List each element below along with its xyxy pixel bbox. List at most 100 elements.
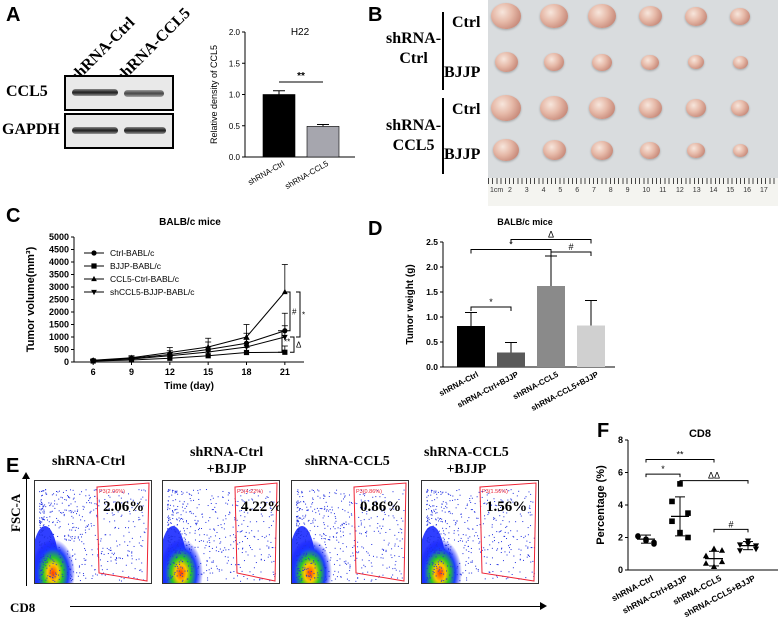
event-dot [132,499,134,501]
sig-annotation: Δ [296,341,302,350]
event-dot [435,575,437,577]
event-dot [138,542,140,544]
event-dot [174,552,176,554]
event-dot [386,567,388,569]
event-dot [297,555,299,557]
event-dot [107,560,109,562]
event-dot [436,512,438,514]
event-dot [177,545,179,547]
event-dot [452,566,454,568]
event-dot [349,533,351,535]
event-dot [427,550,429,552]
event-dot [427,490,429,492]
event-dot [467,520,469,522]
gate [96,482,150,582]
event-dot [465,560,467,562]
event-dot [56,503,58,505]
event-dot [140,545,142,547]
flow-label-ctrl-bjjp: shRNA-Ctrl +BJJP [190,444,263,478]
series-line [93,330,285,361]
event-dot [529,505,531,507]
event-dot [39,522,41,524]
event-dot [136,502,138,504]
event-dot [49,528,51,530]
event-dot [344,510,346,512]
event-dot [39,540,41,542]
event-dot [336,489,338,491]
event-dot [382,564,384,566]
event-dot [442,537,444,539]
ruler-label: 2 [508,187,512,194]
event-dot [333,563,335,565]
event-dot [296,523,298,525]
event-dot [299,554,301,556]
event-dot [114,501,116,503]
event-dot [49,535,51,537]
event-dot [116,540,118,542]
event-dot [355,530,357,532]
event-dot [42,507,44,509]
event-dot [308,575,310,577]
event-dot [456,520,458,522]
event-dot [79,533,81,535]
bar [262,94,296,158]
event-dot [181,543,183,545]
cell-cluster-core [292,539,332,583]
event-dot [427,517,429,519]
event-dot [511,574,513,576]
event-dot [475,565,477,567]
event-dot [467,545,469,547]
event-dot [399,570,401,572]
event-dot [249,490,251,492]
legend-label: BJJP-BABL/c [110,261,162,271]
event-dot [243,501,245,503]
event-dot [270,505,272,507]
event-dot [346,546,348,548]
event-dot [69,569,71,571]
event-dot [472,528,474,530]
event-dot [360,524,362,526]
event-dot [377,523,379,525]
event-dot [428,573,430,575]
event-dot [185,521,187,523]
event-dot [300,517,302,519]
event-dot [52,533,54,535]
event-dot [375,500,377,502]
event-dot [219,538,221,540]
event-dot [184,538,186,540]
event-dot [251,508,253,510]
event-dot [324,538,326,540]
event-dot [352,555,354,557]
event-dot [184,532,186,534]
event-dot [437,561,439,563]
event-dot [302,567,304,569]
event-dot [217,496,219,498]
event-dot [129,541,131,543]
event-dot [432,548,434,550]
event-dot [296,504,298,506]
event-dot [456,567,458,569]
event-dot [310,570,312,572]
event-dot [436,532,438,534]
event-dot [508,490,510,492]
event-dot [49,557,51,559]
event-dot [190,552,192,554]
event-dot [426,559,428,561]
event-dot [357,577,359,579]
event-dot [39,561,41,563]
event-dot [471,509,473,511]
event-dot [351,514,353,516]
event-dot [375,578,377,580]
event-dot [457,540,459,542]
event-dot [40,509,42,511]
gate-label: P3(1.56%) [482,489,508,495]
event-dot [83,558,85,560]
event-dot [470,561,472,563]
event-dot [174,566,176,568]
event-dot [320,570,322,572]
event-dot [112,573,114,575]
event-dot [214,511,216,513]
event-dot [453,532,455,534]
event-dot [298,509,300,511]
event-dot [188,565,190,567]
